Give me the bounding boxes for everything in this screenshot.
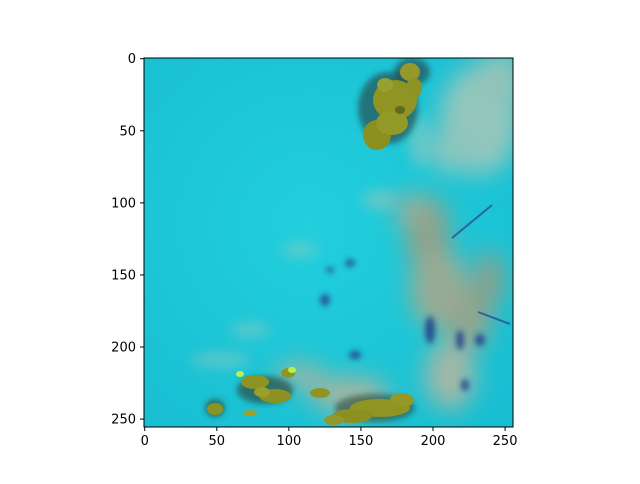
island-south: [310, 388, 415, 425]
y-tick-label: 150: [111, 268, 136, 283]
x-tick-label: 50: [209, 434, 226, 449]
x-tick-label: 200: [421, 434, 446, 449]
y-tick-label: 100: [111, 196, 136, 211]
plot-frame: [143, 57, 514, 428]
island-southwest: [205, 367, 296, 417]
island-north: [358, 58, 430, 150]
x-tick-label: 250: [493, 434, 518, 449]
y-tick-label: 50: [119, 124, 136, 139]
satellite-image: [144, 58, 513, 427]
y-tick-label: 200: [111, 341, 136, 356]
y-tick-label: 0: [128, 52, 136, 67]
y-axis: 0 50 100 150 200 250: [111, 52, 144, 428]
x-tick-label: 150: [349, 434, 374, 449]
x-axis: 0 50 100 150 200 250: [141, 427, 518, 449]
x-tick-label: 100: [276, 434, 301, 449]
y-tick-label: 250: [111, 413, 136, 428]
x-tick-label: 0: [141, 434, 149, 449]
